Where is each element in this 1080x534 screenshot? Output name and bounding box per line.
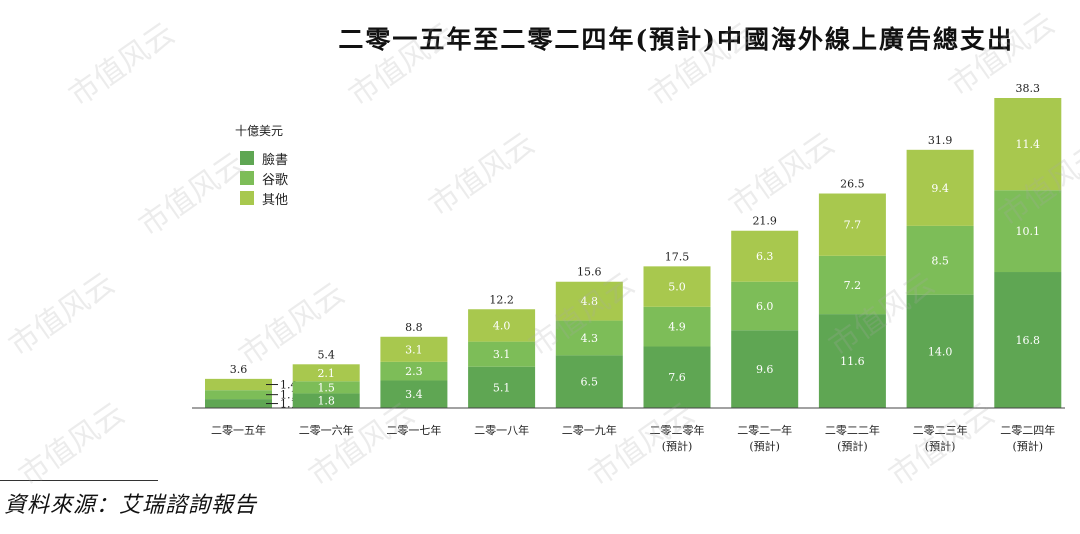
total-label: 21.9 (752, 215, 777, 228)
total-label: 31.9 (928, 134, 953, 147)
bar-segment-other (468, 309, 536, 342)
bar-segment-other (994, 98, 1062, 191)
bar-segment-other (205, 378, 272, 391)
x-tick-label: 二零二二年 (825, 423, 880, 437)
total-label: 8.8 (405, 321, 423, 334)
data-label-facebook: 9.6 (756, 363, 774, 376)
source-note: 資料來源：艾瑞諮詢報告 (4, 493, 258, 518)
data-label-google: 4.9 (668, 321, 686, 334)
legend: 臉書 谷歌 其他 (240, 148, 288, 208)
x-tick-label: 二零一八年 (474, 423, 529, 437)
total-label: 26.5 (840, 178, 865, 191)
data-label-google: 6.0 (756, 300, 774, 313)
data-label-other: 2.1 (317, 367, 335, 380)
bar-segment-facebook (643, 346, 711, 408)
bar-segment-google (380, 361, 448, 381)
bar-segment-other (731, 230, 799, 282)
x-tick-label: 二零一五年 (211, 423, 266, 437)
chart-title: 二零一五年至二零二四年(預計)中國海外線上廣告總支出 (338, 25, 1014, 54)
total-label: 15.6 (577, 266, 602, 279)
data-label-other: 11.4 (1016, 138, 1041, 151)
data-label-google: 7.2 (844, 279, 862, 292)
bar-segment-google (555, 320, 623, 356)
bar-segment-other (906, 149, 974, 226)
data-label-facebook: 16.8 (1016, 334, 1041, 347)
x-tick-label: (預計) (925, 439, 956, 453)
data-label-other: 4.0 (493, 319, 511, 332)
data-label-facebook: 14.0 (928, 345, 953, 358)
bar-segment-google (468, 341, 536, 367)
data-label-facebook: 7.6 (668, 371, 686, 384)
bar-segment-google (994, 190, 1062, 273)
x-tick-label: (預計) (662, 439, 693, 453)
legend-item-other: 其他 (240, 188, 288, 208)
x-tick-label: 二零二零年 (650, 423, 705, 437)
bar-segment-google (906, 225, 974, 295)
legend-label-facebook: 臉書 (262, 152, 289, 168)
bar-segment-other (292, 364, 360, 382)
bar-segment-facebook (205, 399, 272, 408)
bar-segment-other (380, 336, 448, 362)
data-label-google: 1.5 (317, 381, 335, 394)
data-label-google: 2.3 (405, 365, 423, 378)
x-tick-label: 二零一六年 (299, 423, 354, 437)
legend-label-google: 谷歌 (262, 172, 289, 188)
bar-segment-facebook (555, 355, 623, 408)
bar-segment-google (205, 390, 272, 400)
data-label-facebook: 3.4 (405, 388, 423, 401)
bar-segment-google (643, 306, 711, 347)
data-label-google: 3.1 (493, 348, 511, 361)
bar-segment-facebook (292, 393, 360, 408)
legend-label-other: 其他 (262, 192, 289, 208)
bar-segment-other (555, 281, 623, 321)
unit-label: 十億美元 (235, 124, 284, 138)
legend-item-google: 谷歌 (240, 168, 288, 188)
data-label-other: 7.7 (844, 219, 862, 232)
x-tick-label: 二零二四年 (1000, 423, 1055, 437)
bar-segment-other (643, 266, 711, 307)
total-label: 3.6 (230, 363, 248, 376)
source-divider (0, 480, 158, 481)
data-label-other: 5.0 (668, 281, 686, 294)
data-label-google: 4.3 (581, 332, 599, 345)
legend-swatch-facebook (240, 151, 254, 165)
bar-segment-facebook (468, 366, 536, 408)
data-label-facebook: 5.1 (493, 381, 511, 394)
bar-segment-facebook (994, 272, 1062, 408)
x-tick-label: (預計) (837, 439, 868, 453)
legend-swatch-google (240, 171, 254, 185)
data-label-other: 9.4 (931, 182, 949, 195)
bar-segment-facebook (731, 330, 799, 408)
data-label-other: 3.1 (405, 343, 423, 356)
data-label-google: 10.1 (1016, 225, 1041, 238)
bar-segment-google (818, 255, 886, 315)
total-label: 38.3 (1016, 82, 1041, 95)
x-tick-label: 二零一九年 (562, 423, 617, 437)
bar-segment-google (292, 381, 360, 394)
data-label-other: 6.3 (756, 250, 774, 263)
data-label-facebook: 6.5 (581, 376, 599, 389)
data-label-other: 4.8 (581, 295, 599, 308)
legend-swatch-other (240, 191, 254, 205)
data-label-facebook: 11.6 (840, 355, 865, 368)
bar-segment-other (818, 193, 886, 256)
bar-segment-facebook (380, 380, 448, 408)
legend-item-facebook: 臉書 (240, 148, 288, 168)
x-tick-label: (預計) (749, 439, 780, 453)
total-label: 12.2 (489, 293, 514, 306)
total-label: 17.5 (665, 250, 690, 263)
bar-segment-facebook (818, 314, 886, 408)
x-tick-label: 二零二一年 (737, 423, 792, 437)
bar-segment-google (731, 281, 799, 331)
x-tick-label: 二零二三年 (913, 423, 968, 437)
bar-segment-facebook (906, 294, 974, 408)
x-tick-label: 二零一七年 (386, 423, 441, 437)
x-tick-label: (預計) (1013, 439, 1044, 453)
data-label-google: 8.5 (931, 254, 949, 267)
total-label: 5.4 (317, 348, 335, 361)
data-label-facebook: 1.8 (317, 395, 335, 408)
